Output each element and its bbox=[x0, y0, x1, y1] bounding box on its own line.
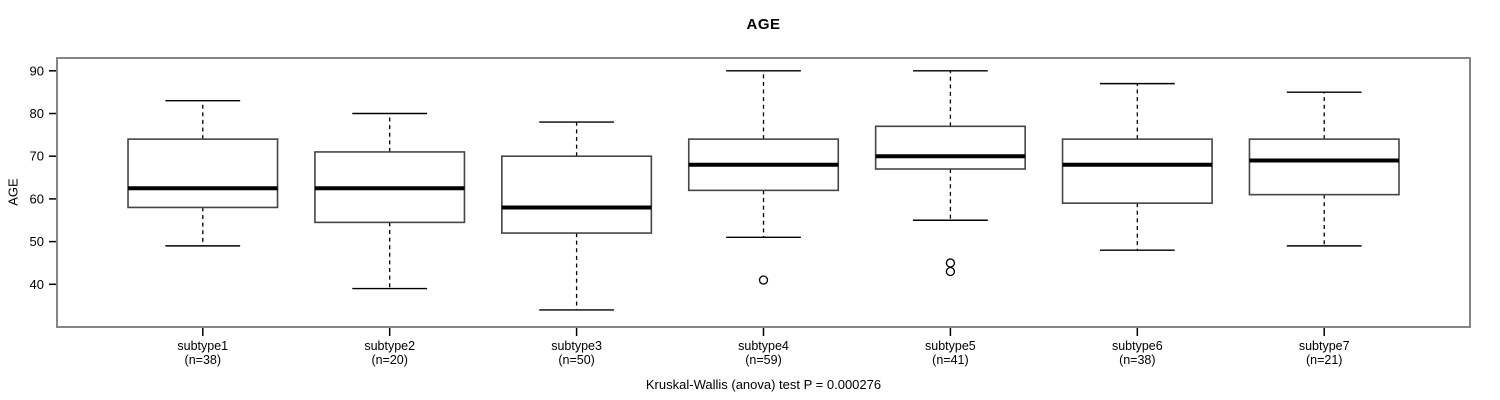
y-axis-tick-label: 40 bbox=[30, 277, 44, 292]
outlier-point bbox=[945, 266, 956, 277]
x-axis-group-label: subtype7 bbox=[1299, 339, 1350, 353]
x-axis-group-label: subtype5 bbox=[925, 339, 976, 353]
chart-title: AGE bbox=[746, 16, 781, 33]
iqr-box bbox=[1248, 138, 1400, 196]
x-axis-group-count: (n=21) bbox=[1306, 353, 1342, 367]
x-axis-group-label: subtype1 bbox=[177, 339, 228, 353]
iqr-box bbox=[501, 155, 653, 234]
y-axis-tick-label: 60 bbox=[30, 191, 44, 206]
boxplot-group: subtype2(n=20) bbox=[314, 112, 466, 367]
x-axis-group-label: subtype2 bbox=[364, 339, 415, 353]
x-axis-group-label: subtype6 bbox=[1112, 339, 1163, 353]
y-axis-tick-label: 50 bbox=[30, 234, 44, 249]
boxplot-group: subtype7(n=21) bbox=[1248, 91, 1400, 367]
boxplot-group: subtype5(n=41) bbox=[874, 70, 1026, 367]
x-axis-group-count: (n=20) bbox=[371, 353, 407, 367]
x-axis-group-count: (n=38) bbox=[1119, 353, 1155, 367]
y-axis-tick-label: 80 bbox=[30, 106, 44, 121]
kruskal-wallis-annotation: Kruskal-Wallis (anova) test P = 0.000276 bbox=[645, 377, 882, 392]
outlier-point bbox=[945, 258, 956, 268]
outlier-point bbox=[758, 275, 769, 285]
boxplot-group: subtype4(n=59) bbox=[687, 70, 840, 367]
x-axis-group-label: subtype4 bbox=[738, 339, 789, 353]
plot-frame bbox=[56, 57, 1471, 328]
iqr-box bbox=[874, 125, 1026, 170]
x-axis-group-label: subtype3 bbox=[551, 339, 602, 353]
x-axis-group-count: (n=41) bbox=[932, 353, 968, 367]
x-axis-group-count: (n=59) bbox=[745, 353, 781, 367]
y-axis-tick-label: 70 bbox=[30, 149, 44, 164]
boxplot-group: subtype3(n=50) bbox=[501, 121, 653, 367]
x-axis-group-count: (n=50) bbox=[558, 353, 594, 367]
y-axis-tick-label: 90 bbox=[30, 63, 44, 78]
iqr-box bbox=[1061, 138, 1213, 204]
boxplot-group: subtype6(n=38) bbox=[1061, 82, 1213, 367]
x-axis-group-count: (n=38) bbox=[185, 353, 221, 367]
boxplot-group: subtype1(n=38) bbox=[127, 99, 279, 367]
iqr-box bbox=[127, 138, 279, 209]
